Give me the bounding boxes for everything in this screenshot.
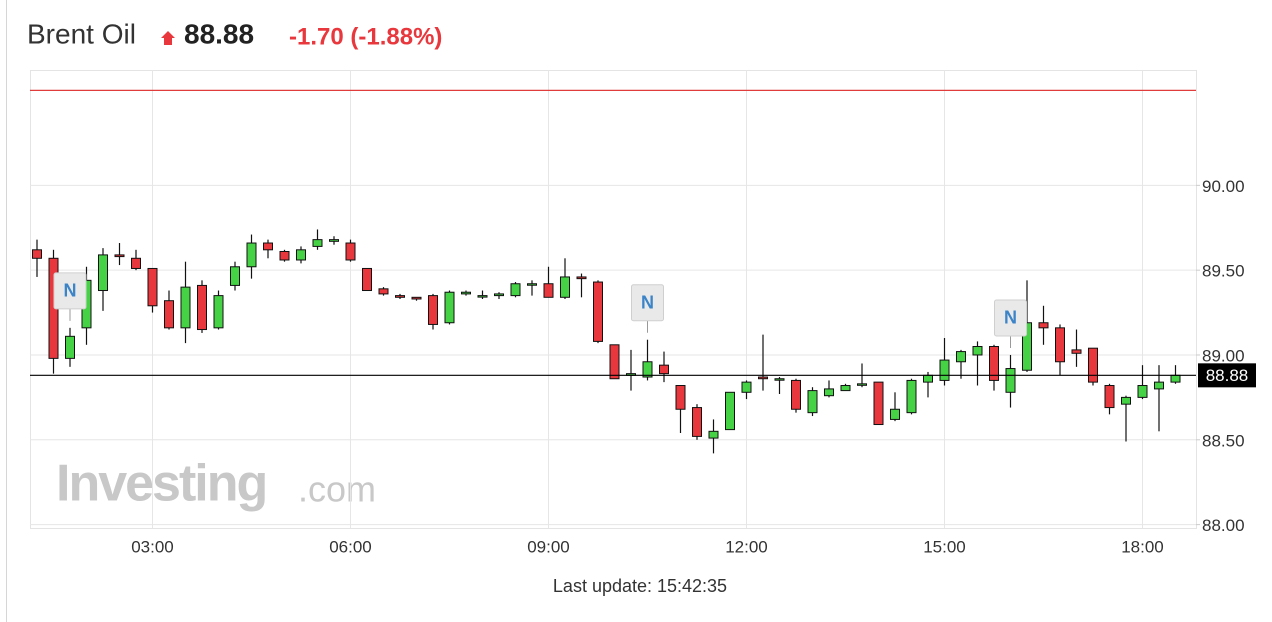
candle-body: [725, 391, 735, 431]
candle-body: [543, 283, 554, 298]
candle-body: [807, 390, 818, 414]
candle-body: [923, 374, 933, 383]
candle-body: [246, 242, 257, 268]
candle-body: [741, 381, 752, 393]
candle-body: [164, 300, 174, 329]
candle-body: [989, 345, 999, 381]
candle-body: [840, 385, 851, 392]
candle-body: [774, 378, 785, 381]
candle-body: [32, 249, 42, 259]
annotation-box: [994, 299, 1027, 337]
candle-body: [444, 291, 455, 324]
candle-body: [857, 383, 867, 386]
candle-body: [758, 376, 768, 380]
candle-body: [1055, 327, 1065, 363]
down-arrow: [161, 31, 175, 45]
candle-body: [378, 288, 389, 295]
candle-body: [345, 242, 356, 261]
candle-body: [1005, 368, 1016, 393]
x-tick-label: 12:00: [725, 537, 768, 556]
candle-body: [197, 284, 207, 331]
annotation-box: [631, 284, 664, 322]
candle-body: [939, 359, 950, 381]
price-change: -1.70 (-1.88%): [289, 23, 442, 50]
candle-body: [510, 283, 521, 297]
last-price: 88.88: [184, 18, 254, 49]
y-tick-label: 88.00: [1202, 516, 1245, 535]
candle-body: [824, 388, 834, 397]
annotation-label: N: [1004, 308, 1017, 328]
annotation-label: N: [64, 281, 77, 301]
watermark-suffix: .com: [298, 469, 376, 510]
candle-body: [1088, 347, 1098, 383]
candle-body: [1104, 385, 1115, 409]
candle-body: [642, 361, 653, 378]
candle-body: [411, 296, 422, 300]
x-tick-label: 15:00: [923, 537, 966, 556]
x-tick-label: 09:00: [527, 537, 570, 556]
candle-body: [263, 242, 273, 251]
y-tick-label: 89.00: [1202, 346, 1245, 365]
instrument-title: Brent Oil: [27, 18, 136, 49]
y-tick-label: 88.50: [1202, 431, 1245, 450]
candle-body: [873, 381, 884, 426]
candle-body: [65, 335, 75, 359]
candle-body: [114, 254, 125, 258]
candle-body: [956, 351, 966, 363]
candle-body: [1121, 396, 1131, 405]
candle-body: [1170, 374, 1181, 383]
candle-body: [1154, 381, 1164, 390]
annotation-label: N: [641, 292, 654, 312]
candle-body: [675, 385, 686, 410]
candle-body: [1038, 322, 1049, 329]
candle-body: [791, 379, 801, 410]
candle-body: [147, 267, 158, 307]
candle-body: [395, 295, 405, 298]
x-tick-label: 03:00: [131, 537, 174, 556]
last-update: Last update: 15:42:35: [553, 576, 727, 596]
x-tick-label: 18:00: [1121, 537, 1164, 556]
candle-body: [428, 295, 438, 325]
watermark: Investing: [56, 455, 266, 513]
candle-body: [692, 407, 702, 437]
last-price-label: 88.88: [1206, 366, 1249, 385]
candle-body: [972, 345, 983, 356]
candle-body: [708, 430, 719, 439]
candle-body: [576, 276, 587, 280]
candle-body: [279, 251, 290, 261]
candle-body: [362, 267, 372, 292]
candle-body: [1137, 385, 1148, 398]
candle-body: [527, 283, 537, 286]
candle-body: [906, 379, 917, 414]
candle-body: [1071, 349, 1082, 354]
x-tick-label: 06:00: [329, 537, 372, 556]
annotation-box: [53, 272, 87, 310]
y-tick-label: 90.00: [1202, 177, 1245, 196]
candle-body: [296, 249, 306, 261]
y-tick-label: 89.50: [1202, 262, 1245, 281]
candle-body: [593, 281, 603, 342]
candle-body: [560, 276, 570, 298]
candle-body: [890, 408, 900, 420]
candle-body: [329, 239, 339, 242]
candle-body: [659, 364, 669, 375]
candle-body: [213, 295, 224, 329]
candle-body: [461, 291, 471, 295]
candle-body: [477, 295, 488, 298]
candle-body: [98, 254, 108, 292]
candle-body: [312, 239, 323, 247]
candle-body: [494, 293, 504, 297]
candle-body: [230, 266, 240, 286]
plot-area: [30, 70, 1197, 529]
candle-body: [609, 344, 620, 380]
last-price-box: [1198, 363, 1256, 388]
candle-body: [180, 286, 191, 329]
candle-body: [131, 257, 141, 269]
